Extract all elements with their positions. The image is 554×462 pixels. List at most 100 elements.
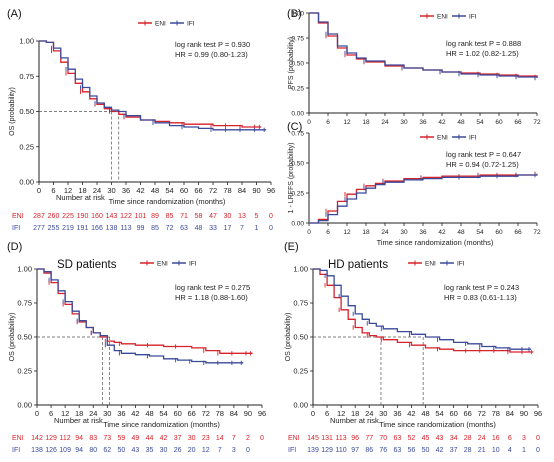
series-line-ifi [309, 174, 537, 224]
risk-count: 28 [464, 447, 472, 454]
x-tick-label: 30 [400, 229, 408, 236]
x-tick-label: 54 [159, 409, 167, 418]
risk-count: 48 [195, 225, 203, 232]
y-tick-label: 0.00 [17, 401, 32, 410]
censor-marks-eni [324, 283, 532, 355]
y-tick-label: 1.00 [291, 11, 304, 18]
x-tick-label: 24 [381, 119, 389, 126]
risk-count: 0 [246, 447, 250, 454]
series-line-ifi [313, 268, 531, 350]
x-tick-label: 42 [407, 409, 415, 418]
risk-count: 28 [464, 435, 472, 442]
risk-count: 110 [336, 447, 347, 454]
risk-count: 94 [75, 435, 83, 442]
legend-label-ifi: IFI [189, 261, 197, 268]
x-tick-label: 66 [514, 119, 522, 126]
y-axis-label: OS (probability) [9, 87, 16, 136]
risk-count: 10 [492, 447, 500, 454]
x-tick-label: 36 [419, 119, 427, 126]
x-tick-label: 36 [393, 409, 401, 418]
x-tick-label: 78 [492, 409, 500, 418]
x-tick-label: 78 [216, 409, 224, 418]
risk-count: 37 [174, 435, 182, 442]
risk-count: 17 [224, 225, 232, 232]
y-axis-label: OS (probability) [9, 313, 16, 362]
risk-count: 89 [151, 213, 159, 220]
x-tick-label: 72 [533, 229, 541, 236]
risk-count: 131 [321, 435, 333, 442]
x-tick-label: 72 [478, 409, 486, 418]
y-tick-label: 1.00 [19, 37, 34, 46]
risk-count: 71 [180, 213, 188, 220]
x-tick-label: 66 [188, 409, 196, 418]
series-line-eni [37, 268, 253, 354]
risk-count: 30 [224, 213, 232, 220]
panel-c: (C)0 6 12 18 24 30 36 42 48 54 60 66 720.000.250.500… [287, 121, 541, 247]
risk-table-title: Number at risk [56, 193, 105, 202]
risk-count: 14 [216, 435, 224, 442]
risk-count: 0 [269, 213, 273, 220]
x-tick-label: 30 [379, 409, 387, 418]
risk-count: 85 [166, 213, 174, 220]
risk-count: 63 [393, 447, 401, 454]
x-tick-label: 18 [351, 409, 359, 418]
hazard-ratio-annotation: HR = 0.83 (0.61-1.13) [444, 293, 517, 302]
x-tick-label: 60 [495, 119, 503, 126]
series-line-ifi [39, 40, 267, 131]
risk-count: 47 [209, 213, 217, 220]
risk-count: 21 [478, 447, 486, 454]
hazard-ratio-annotation: HR = 0.99 (0.80-1.23) [175, 50, 248, 59]
legend-label-eni: ENI [437, 135, 448, 142]
x-tick-label: 72 [202, 409, 210, 418]
panel-label: (A) [7, 8, 22, 20]
x-tick-label: 48 [421, 409, 429, 418]
risk-count: 3 [522, 435, 526, 442]
risk-count: 0 [536, 447, 540, 454]
risk-count: 49 [132, 435, 140, 442]
risk-count: 97 [351, 447, 359, 454]
x-tick-label: 96 [267, 186, 275, 195]
x-tick-label: 54 [476, 229, 484, 236]
x-tick-label: 60 [449, 409, 457, 418]
x-tick-label: 12 [337, 409, 345, 418]
risk-row-label-ifi: IFI [288, 447, 296, 454]
risk-count: 45 [422, 435, 430, 442]
risk-count: 143 [106, 213, 118, 220]
y-tick-label: 0.50 [291, 161, 304, 168]
panel-title: HD patients [328, 259, 388, 271]
x-tick-label: 30 [103, 409, 111, 418]
x-tick-label: 60 [173, 409, 181, 418]
x-tick-label: 84 [506, 409, 514, 418]
risk-count: 43 [132, 447, 140, 454]
risk-count: 59 [117, 435, 125, 442]
legend-label-eni: ENI [425, 261, 436, 268]
risk-row-label-eni: ENI [12, 435, 24, 442]
y-axis-label: 1 - LRFFS (probability) [288, 143, 295, 214]
risk-count: 80 [89, 447, 97, 454]
risk-count: 52 [408, 435, 416, 442]
risk-count: 122 [120, 213, 132, 220]
series-line-eni [309, 173, 538, 224]
y-axis-label: OS (probability) [285, 313, 292, 362]
x-tick-label: 72 [209, 186, 217, 195]
y-tick-label: 0.75 [291, 131, 304, 138]
x-axis-label: Time since randomization (months) [109, 197, 226, 206]
risk-count: 5 [255, 213, 259, 220]
x-tick-label: 48 [151, 186, 159, 195]
risk-count: 3 [232, 447, 236, 454]
x-tick-label: 90 [252, 186, 260, 195]
x-tick-label: 36 [419, 229, 427, 236]
x-tick-label: 24 [93, 186, 101, 195]
risk-count: 35 [146, 447, 154, 454]
x-tick-label: 12 [64, 186, 72, 195]
risk-count: 7 [232, 435, 236, 442]
risk-count: 6 [508, 435, 512, 442]
risk-count: 42 [436, 447, 444, 454]
risk-count: 44 [146, 435, 154, 442]
risk-count: 2 [246, 435, 250, 442]
x-tick-label: 12 [343, 229, 351, 236]
risk-count: 56 [408, 447, 416, 454]
censor-marks-ifi [51, 45, 265, 133]
x-tick-label: 0 [311, 409, 315, 418]
series-line-ifi [309, 12, 538, 78]
